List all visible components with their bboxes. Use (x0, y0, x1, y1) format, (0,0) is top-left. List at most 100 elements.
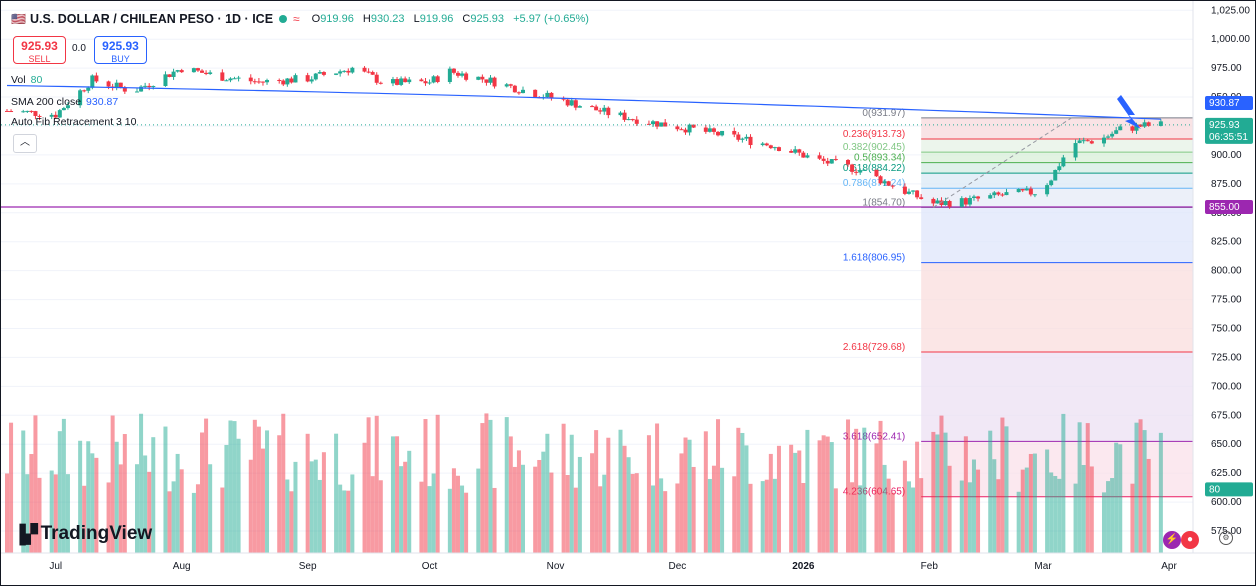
candle-body (395, 79, 400, 85)
candle-body (594, 106, 599, 111)
volume-bar (224, 444, 229, 553)
volume-bar (232, 421, 237, 553)
candle-body (1101, 137, 1106, 144)
volume-bar (626, 457, 631, 553)
candle-body (878, 176, 883, 184)
candle-body (427, 82, 432, 84)
last-price-tag-text: 06:35:51 (1209, 132, 1248, 143)
candle-body (374, 74, 379, 83)
volume-bar (504, 417, 509, 553)
fib-level-label: 0.786(871.24) (843, 178, 905, 189)
settings-gear-icon[interactable]: ⚙ (1219, 531, 1233, 545)
volume-bar (1158, 432, 1163, 553)
volume-bar (911, 487, 916, 553)
sell-button[interactable]: 925.93 SELL (13, 36, 66, 64)
candle-body (508, 84, 513, 86)
volume-bar (679, 453, 684, 553)
volume-legend[interactable]: Vol 80 (11, 74, 43, 86)
fib-zone (921, 139, 1193, 153)
volume-bar (577, 456, 582, 553)
volume-bar (683, 437, 688, 553)
volume-bar (634, 473, 639, 553)
volume-bar (53, 474, 58, 553)
fib-legend[interactable]: Auto Fib Retracement 3 10 (11, 116, 137, 128)
candle-body (305, 75, 310, 82)
volume-bar (395, 436, 400, 553)
last-price-tag-text: 925.93 (1209, 120, 1240, 131)
candle-body (691, 124, 696, 128)
candle-body (338, 71, 343, 74)
time-axis (1, 553, 1193, 585)
candle-body (711, 128, 716, 132)
volume-bar (346, 490, 351, 553)
currency-flag-icon: 🇺🇸 (11, 12, 26, 26)
candle-body (1089, 141, 1094, 144)
volume-bar (118, 464, 123, 553)
candle-body (825, 160, 830, 164)
support-price-tag (1205, 199, 1253, 214)
price-tick-label: 750.00 (1211, 323, 1242, 334)
candle-body (65, 105, 70, 109)
candle-body (935, 200, 940, 204)
flash-icon[interactable]: ⚡ (1163, 531, 1181, 549)
price-tick-label: 675.00 (1211, 410, 1242, 421)
candle-body (195, 68, 200, 71)
volume-bar (431, 473, 436, 553)
volume-bar (86, 441, 91, 553)
candle-body (963, 198, 968, 205)
candle-body (179, 70, 184, 73)
candle-body (890, 185, 895, 187)
collapse-legend-button[interactable]: ︿ (13, 134, 37, 153)
flag-icon[interactable]: ● (1181, 531, 1199, 549)
candle-body (911, 190, 916, 192)
volume-bar (321, 452, 326, 553)
volume-bar (569, 434, 574, 553)
market-status-icon[interactable] (279, 15, 288, 23)
sma-legend[interactable]: SMA 200 close 930.87 (11, 96, 119, 108)
fib-level-label: 3.618(652.41) (843, 431, 905, 442)
volume-bar (817, 440, 822, 553)
candle-body (488, 77, 493, 83)
price-tick-label: 975.00 (1211, 63, 1242, 74)
volume-bar (114, 441, 119, 553)
candle-body (78, 90, 83, 106)
candle-body (1028, 188, 1033, 195)
volume-bar (850, 482, 855, 553)
candle-body (82, 90, 87, 92)
candle-body (378, 82, 383, 84)
candle-body (309, 79, 314, 82)
buy-button[interactable]: 925.93 BUY (94, 36, 147, 64)
candle-body (407, 79, 412, 83)
fib-level-label: 1(854.70) (862, 197, 905, 208)
candle-body (634, 119, 639, 124)
candle-body (265, 80, 270, 83)
volume-bar (370, 476, 375, 553)
wave-icon[interactable]: ≈ (293, 12, 300, 26)
candle-body (679, 129, 684, 131)
candle-body (224, 80, 229, 82)
candle-body (1032, 194, 1037, 196)
volume-bar (1020, 469, 1025, 553)
volume-bar (480, 423, 485, 553)
volume-bar (874, 443, 879, 553)
volume-bar (801, 483, 806, 553)
candle-body (504, 84, 509, 87)
price-tick-label: 1,025.00 (1211, 5, 1250, 16)
volume-bar (281, 413, 286, 553)
volume-bar (1032, 453, 1037, 553)
fib-zone (921, 262, 1193, 353)
candle-body (971, 196, 976, 198)
candle-body (1118, 126, 1123, 131)
candle-body (1073, 143, 1078, 158)
sma-price-tag-text: 930.87 (1209, 98, 1240, 109)
volume-bar (350, 474, 355, 553)
symbol-title[interactable]: U.S. DOLLAR / CHILEAN PESO · 1D · ICE (29, 12, 274, 26)
candle-body (776, 147, 781, 151)
volume-bar (915, 441, 920, 553)
candle-body (220, 72, 225, 81)
volume-bar (906, 481, 911, 553)
candle-body (854, 171, 859, 173)
candle-body (1138, 124, 1143, 127)
candle-body (455, 72, 460, 76)
